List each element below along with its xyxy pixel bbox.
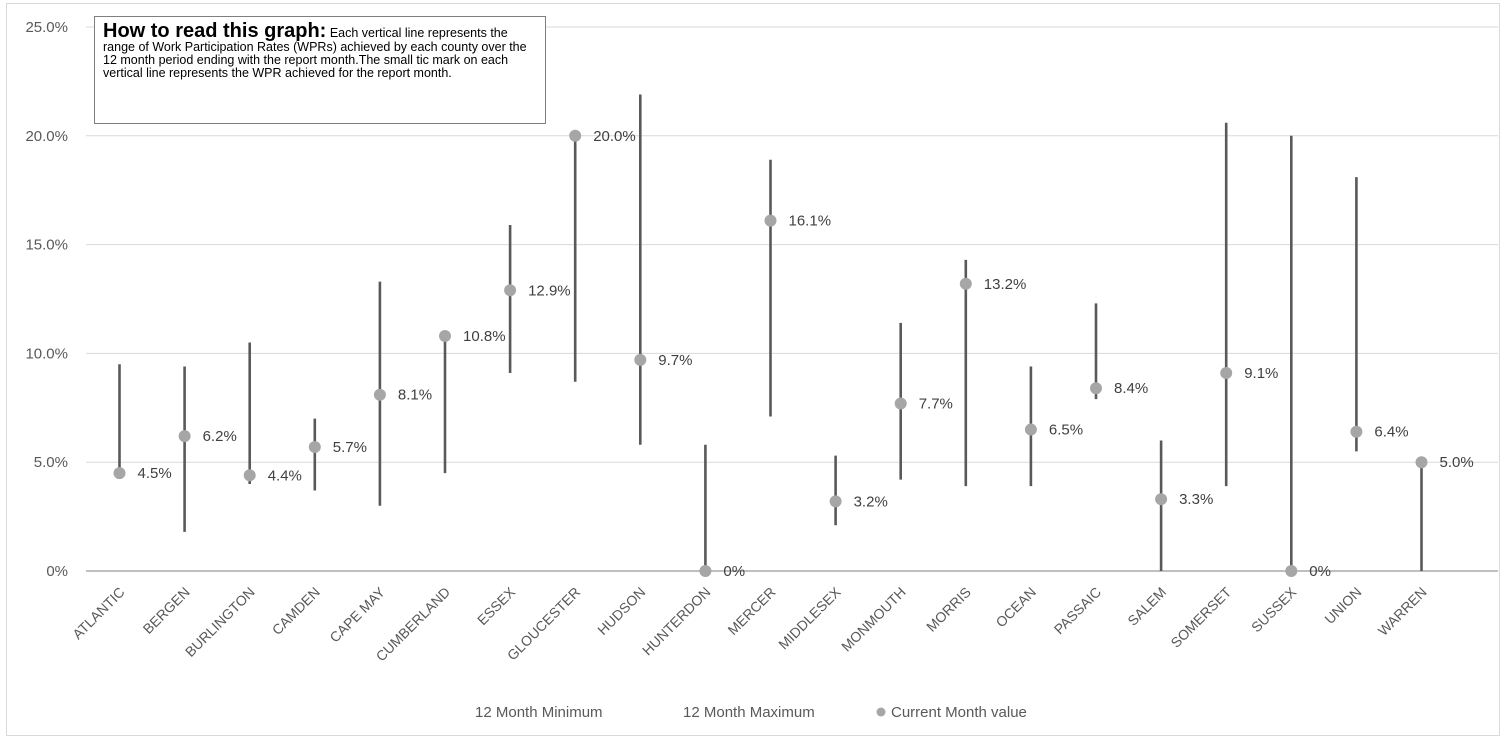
data-labels: 4.5% 6.2% 4.4% 5.7% 8.1% 10.8% 12.9% 20.0% 9.7% 0… <box>138 128 1474 580</box>
category-label: ATLANTIC <box>69 584 127 642</box>
category-label: ESSEX <box>474 583 519 628</box>
note-title: How to read this graph: <box>103 20 327 42</box>
data-label: 8.1% <box>398 387 432 404</box>
data-label: 6.2% <box>203 428 237 445</box>
category-label: MIDDLESEX <box>775 583 844 652</box>
current-month-marker <box>1024 423 1037 436</box>
data-label: 4.4% <box>268 467 302 484</box>
current-month-marker <box>764 214 777 227</box>
current-month-marker <box>1155 493 1168 506</box>
data-label: 8.4% <box>1114 380 1148 397</box>
category-label: CAPE MAY <box>326 583 388 645</box>
data-label: 10.8% <box>463 328 506 345</box>
current-month-marker <box>243 469 256 482</box>
current-month-marker <box>439 329 451 342</box>
current-month-marker <box>178 430 191 443</box>
data-label: 9.1% <box>1244 365 1278 382</box>
legend: 12 Month Minimum 12 Month Maximum Current … <box>475 704 1027 721</box>
y-tick-label: 0% <box>46 563 68 580</box>
category-label: SUSSEX <box>1248 583 1300 635</box>
data-label: 4.5% <box>138 465 172 482</box>
category-label: BURLINGTON <box>182 584 258 660</box>
category-label: MERCER <box>724 584 778 638</box>
current-month-marker <box>829 495 842 508</box>
data-label: 5.7% <box>333 439 367 456</box>
data-label: 9.7% <box>658 352 692 369</box>
current-month-marker <box>308 440 321 453</box>
category-label: PASSAIC <box>1051 584 1104 637</box>
y-tick-label: 15.0% <box>25 237 68 254</box>
data-label: 3.2% <box>854 493 888 510</box>
y-axis-ticks: 0% 5.0% 10.0% 15.0% 20.0% 25.0% <box>25 19 68 580</box>
category-label: MORRIS <box>923 584 974 635</box>
data-label: 6.4% <box>1374 424 1408 441</box>
data-label: 6.5% <box>1049 422 1083 439</box>
how-to-read-note: How to read this graph: Each vertical li… <box>94 16 546 124</box>
y-tick-label: 5.0% <box>34 454 68 471</box>
chart-frame <box>6 3 1500 736</box>
legend-label: 12 Month Maximum <box>683 704 815 721</box>
category-label: HUDSON <box>594 584 648 638</box>
current-month-marker <box>699 565 712 577</box>
current-month-marker <box>1285 565 1298 577</box>
current-month-marker <box>894 397 907 410</box>
data-label: 20.0% <box>593 128 636 145</box>
data-label: 12.9% <box>528 282 571 299</box>
current-month-marker <box>1415 456 1428 469</box>
current-month-marker <box>504 284 517 297</box>
current-month-marker <box>1090 382 1102 395</box>
y-tick-label: 25.0% <box>25 19 68 36</box>
category-label: WARREN <box>1375 584 1430 639</box>
current-month-marker <box>1220 366 1233 379</box>
data-label: 7.7% <box>919 395 953 412</box>
y-tick-label: 10.0% <box>25 345 68 362</box>
legend-label: 12 Month Minimum <box>475 704 603 721</box>
category-label: SOMERSET <box>1167 583 1234 650</box>
current-month-marker <box>634 353 647 366</box>
legend-marker <box>876 707 886 717</box>
category-label: UNION <box>1321 584 1364 627</box>
data-label: 0% <box>723 563 745 580</box>
y-tick-label: 20.0% <box>25 128 68 145</box>
current-month-marker <box>113 467 126 480</box>
category-label: HUNTERDON <box>639 584 714 659</box>
legend-label: Current Month value <box>891 704 1027 721</box>
category-label: OCEAN <box>992 584 1039 631</box>
current-month-marker <box>569 129 582 142</box>
current-month-marker <box>959 277 972 290</box>
category-label: BERGEN <box>140 584 193 637</box>
data-label: 5.0% <box>1440 454 1474 471</box>
data-label: 16.1% <box>789 213 832 230</box>
current-month-marker <box>1350 425 1363 438</box>
current-month-marker <box>373 388 386 401</box>
data-label: 0% <box>1309 563 1331 580</box>
data-label: 3.3% <box>1179 491 1213 508</box>
current-month-markers <box>113 129 1428 577</box>
category-label: CAMDEN <box>269 584 323 638</box>
range-lines <box>118 94 1423 571</box>
gridlines <box>86 26 1498 572</box>
note-body: Each vertical line represents the range … <box>103 26 527 80</box>
category-label: MONMOUTH <box>838 584 909 655</box>
category-label: SALEM <box>1124 584 1169 629</box>
data-label: 13.2% <box>984 276 1027 293</box>
